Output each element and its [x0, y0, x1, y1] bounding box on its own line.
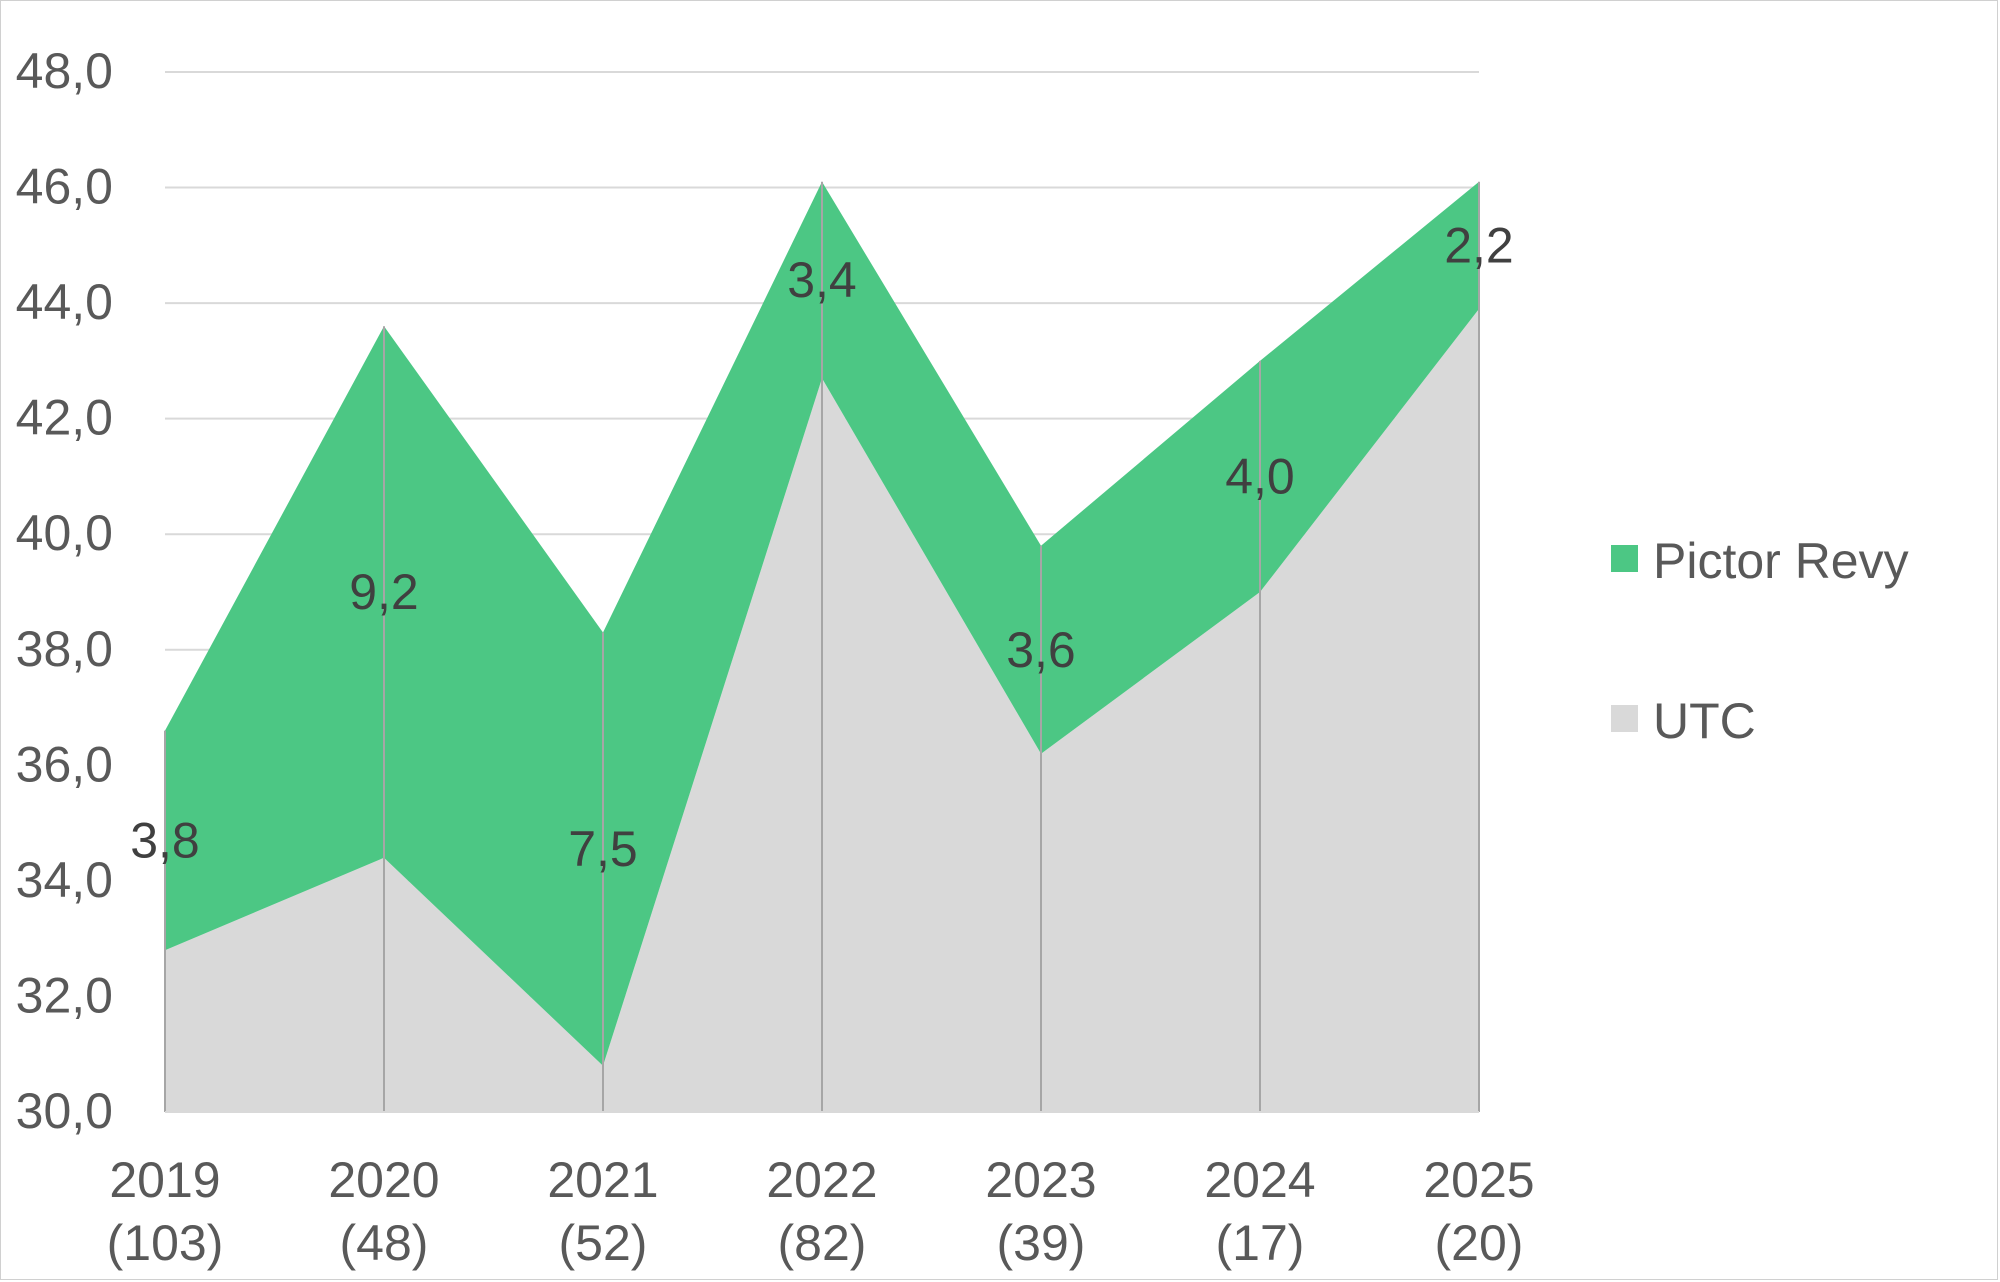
y-tick-label: 46,0	[16, 159, 113, 215]
area-pictor-revy	[165, 181, 1479, 1066]
legend-label: UTC	[1653, 693, 1756, 749]
legend-label: Pictor Revy	[1653, 533, 1909, 589]
x-category-label: 2023	[985, 1152, 1096, 1208]
y-tick-label: 32,0	[16, 967, 113, 1023]
x-category-label: 2020	[328, 1152, 439, 1208]
legend-swatch	[1611, 705, 1638, 732]
y-axis: 30,0 32,0 34,0 36,0 38,0 40,0 42,0 44,0 46,0 48,0	[16, 43, 113, 1139]
x-category-label: 2022	[766, 1152, 877, 1208]
y-tick-label: 38,0	[16, 621, 113, 677]
data-label: 9,2	[349, 564, 419, 620]
legend: Pictor Revy UTC	[1611, 533, 1909, 749]
data-labels: 3,8 9,2 7,5 3,4 3,6 4,0 2,2	[130, 217, 1514, 877]
legend-swatch	[1611, 545, 1638, 572]
x-category-sublabel: (48)	[340, 1215, 429, 1271]
y-tick-label: 36,0	[16, 736, 113, 792]
data-label: 3,6	[1006, 622, 1076, 678]
x-category-sublabel: (20)	[1435, 1215, 1524, 1271]
y-tick-label: 42,0	[16, 390, 113, 446]
x-category-sublabel: (39)	[997, 1215, 1086, 1271]
y-tick-label: 48,0	[16, 43, 113, 99]
y-tick-label: 44,0	[16, 274, 113, 330]
x-category-label: 2019	[109, 1152, 220, 1208]
drop-lines	[164, 181, 1480, 1113]
x-category-label: 2024	[1204, 1152, 1315, 1208]
x-category-label: 2021	[547, 1152, 658, 1208]
y-tick-label: 30,0	[16, 1083, 113, 1139]
data-label: 3,4	[787, 252, 857, 308]
x-category-sublabel: (82)	[778, 1215, 867, 1271]
x-axis: 2019 (103) 2020 (48) 2021 (52) 2022 (82) 2023 (39…	[107, 1152, 1535, 1271]
x-category-sublabel: (103)	[107, 1215, 224, 1271]
x-category-label: 2025	[1423, 1152, 1534, 1208]
data-label: 2,2	[1444, 217, 1514, 273]
x-category-sublabel: (17)	[1216, 1215, 1305, 1271]
data-label: 7,5	[568, 821, 638, 877]
x-category-sublabel: (52)	[559, 1215, 648, 1271]
y-tick-label: 40,0	[16, 505, 113, 561]
data-label: 3,8	[130, 812, 200, 868]
y-tick-label: 34,0	[16, 852, 113, 908]
data-label: 4,0	[1225, 448, 1295, 504]
